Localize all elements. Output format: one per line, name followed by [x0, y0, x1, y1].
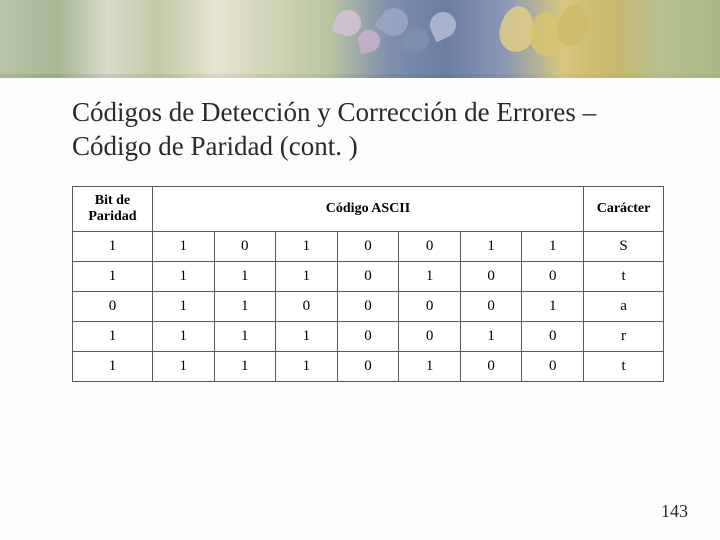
cell-bit: 0	[522, 261, 584, 291]
cell-parity: 1	[73, 261, 153, 291]
cell-parity: 0	[73, 291, 153, 321]
col-ascii-header: Código ASCII	[152, 186, 583, 231]
cell-bit: 1	[522, 231, 584, 261]
cell-bit: 0	[276, 291, 338, 321]
table-header-row: Bit de Paridad Código ASCII Carácter	[73, 186, 664, 231]
cell-bit: 0	[522, 351, 584, 381]
cell-char: t	[584, 261, 664, 291]
parity-table: Bit de Paridad Código ASCII Carácter 110…	[72, 186, 664, 382]
cell-bit: 1	[214, 321, 276, 351]
cell-bit: 0	[337, 291, 399, 321]
cell-bit: 1	[460, 321, 522, 351]
cell-bit: 0	[522, 321, 584, 351]
cell-char: S	[584, 231, 664, 261]
cell-bit: 0	[337, 231, 399, 261]
slide-title: Códigos de Detección y Corrección de Err…	[72, 96, 664, 164]
cell-char: r	[584, 321, 664, 351]
cell-bit: 0	[337, 351, 399, 381]
cell-parity: 1	[73, 351, 153, 381]
cell-char: a	[584, 291, 664, 321]
slide-content: Códigos de Detección y Corrección de Err…	[0, 78, 720, 382]
cell-parity: 1	[73, 321, 153, 351]
cell-bit: 0	[399, 321, 461, 351]
table-row: 11110100t	[73, 261, 664, 291]
cell-bit: 1	[214, 291, 276, 321]
table-row: 01100001a	[73, 291, 664, 321]
cell-bit: 0	[399, 231, 461, 261]
cell-bit: 1	[399, 351, 461, 381]
cell-bit: 0	[214, 231, 276, 261]
cell-bit: 1	[152, 351, 214, 381]
cell-bit: 1	[214, 261, 276, 291]
cell-char: t	[584, 351, 664, 381]
cell-bit: 1	[399, 261, 461, 291]
cell-bit: 1	[276, 321, 338, 351]
table-row: 11110010r	[73, 321, 664, 351]
cell-bit: 0	[460, 351, 522, 381]
cell-bit: 0	[337, 321, 399, 351]
cell-bit: 1	[460, 231, 522, 261]
cell-bit: 0	[399, 291, 461, 321]
cell-bit: 1	[152, 261, 214, 291]
table-row: 11010011S	[73, 231, 664, 261]
cell-parity: 1	[73, 231, 153, 261]
cell-bit: 1	[276, 351, 338, 381]
cell-bit: 1	[214, 351, 276, 381]
cell-bit: 1	[152, 231, 214, 261]
col-parity-header: Bit de Paridad	[73, 186, 153, 231]
cell-bit: 1	[276, 231, 338, 261]
cell-bit: 1	[522, 291, 584, 321]
table-row: 11110100t	[73, 351, 664, 381]
cell-bit: 0	[337, 261, 399, 291]
col-char-header: Carácter	[584, 186, 664, 231]
cell-bit: 1	[276, 261, 338, 291]
cell-bit: 0	[460, 291, 522, 321]
page-number: 143	[661, 501, 688, 522]
cell-bit: 1	[152, 321, 214, 351]
cell-bit: 0	[460, 261, 522, 291]
cell-bit: 1	[152, 291, 214, 321]
decorative-banner	[0, 0, 720, 78]
